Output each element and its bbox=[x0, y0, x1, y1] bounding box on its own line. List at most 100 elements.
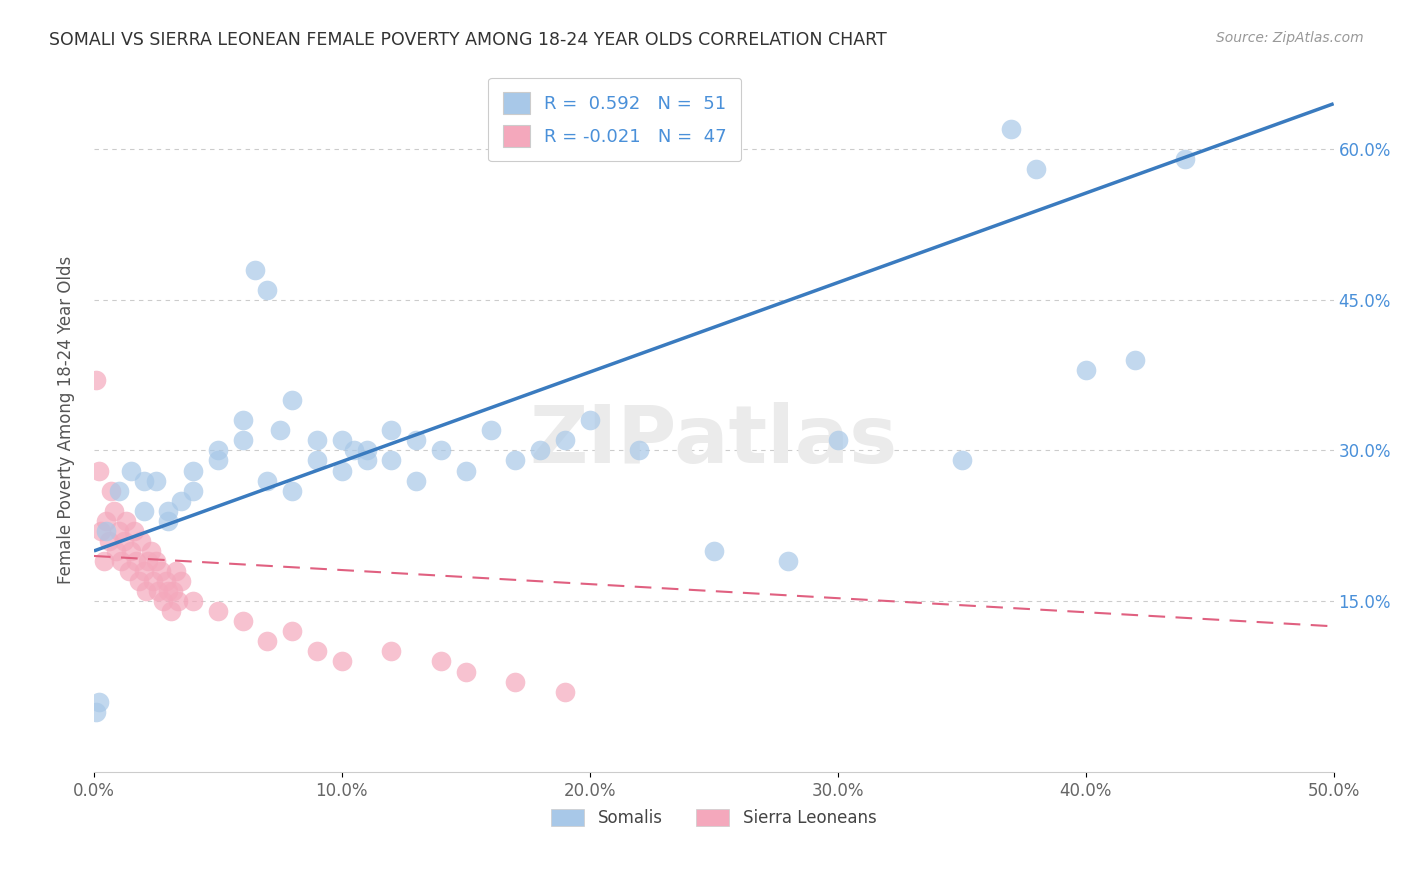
Point bbox=[112, 533, 135, 548]
Point bbox=[115, 514, 138, 528]
Point bbox=[165, 564, 187, 578]
Point bbox=[157, 514, 180, 528]
Point bbox=[97, 533, 120, 548]
Point bbox=[181, 483, 204, 498]
Point bbox=[142, 574, 165, 588]
Point bbox=[827, 434, 849, 448]
Point bbox=[454, 665, 477, 679]
Point bbox=[232, 413, 254, 427]
Point bbox=[132, 564, 155, 578]
Point bbox=[256, 634, 278, 648]
Point bbox=[1000, 121, 1022, 136]
Point bbox=[120, 544, 142, 558]
Point bbox=[107, 483, 129, 498]
Point bbox=[96, 514, 118, 528]
Point bbox=[405, 434, 427, 448]
Point bbox=[149, 564, 172, 578]
Point bbox=[479, 423, 502, 437]
Point bbox=[90, 524, 112, 538]
Text: ZIPatlas: ZIPatlas bbox=[530, 402, 898, 481]
Point bbox=[117, 564, 139, 578]
Point bbox=[181, 594, 204, 608]
Point bbox=[356, 453, 378, 467]
Point bbox=[207, 453, 229, 467]
Point bbox=[1074, 363, 1097, 377]
Point bbox=[529, 443, 551, 458]
Point bbox=[505, 674, 527, 689]
Point bbox=[380, 453, 402, 467]
Point bbox=[125, 554, 148, 568]
Point bbox=[105, 544, 128, 558]
Point bbox=[132, 474, 155, 488]
Point bbox=[170, 493, 193, 508]
Point bbox=[103, 504, 125, 518]
Point bbox=[380, 423, 402, 437]
Text: Source: ZipAtlas.com: Source: ZipAtlas.com bbox=[1216, 31, 1364, 45]
Point bbox=[155, 574, 177, 588]
Point bbox=[778, 554, 800, 568]
Point bbox=[181, 464, 204, 478]
Point bbox=[120, 464, 142, 478]
Point bbox=[281, 483, 304, 498]
Point bbox=[122, 524, 145, 538]
Point bbox=[145, 554, 167, 568]
Point bbox=[430, 655, 453, 669]
Point bbox=[578, 413, 600, 427]
Point bbox=[505, 453, 527, 467]
Point bbox=[110, 554, 132, 568]
Point bbox=[405, 474, 427, 488]
Point bbox=[554, 684, 576, 698]
Point bbox=[281, 624, 304, 639]
Point bbox=[162, 584, 184, 599]
Point bbox=[380, 644, 402, 658]
Point bbox=[454, 464, 477, 478]
Legend: Somalis, Sierra Leoneans: Somalis, Sierra Leoneans bbox=[544, 803, 883, 834]
Text: SOMALI VS SIERRA LEONEAN FEMALE POVERTY AMONG 18-24 YEAR OLDS CORRELATION CHART: SOMALI VS SIERRA LEONEAN FEMALE POVERTY … bbox=[49, 31, 887, 49]
Point bbox=[100, 483, 122, 498]
Point bbox=[356, 443, 378, 458]
Point bbox=[1123, 353, 1146, 368]
Point bbox=[1025, 161, 1047, 176]
Point bbox=[307, 453, 329, 467]
Point bbox=[256, 283, 278, 297]
Point bbox=[107, 524, 129, 538]
Point bbox=[628, 443, 651, 458]
Point bbox=[93, 554, 115, 568]
Point bbox=[207, 443, 229, 458]
Point bbox=[243, 262, 266, 277]
Point bbox=[307, 434, 329, 448]
Point bbox=[129, 533, 152, 548]
Point bbox=[330, 655, 353, 669]
Point bbox=[207, 604, 229, 618]
Point bbox=[281, 393, 304, 408]
Point bbox=[170, 574, 193, 588]
Point bbox=[330, 434, 353, 448]
Y-axis label: Female Poverty Among 18-24 Year Olds: Female Poverty Among 18-24 Year Olds bbox=[58, 256, 75, 584]
Point bbox=[132, 504, 155, 518]
Point bbox=[167, 594, 190, 608]
Point bbox=[159, 604, 181, 618]
Point bbox=[1174, 152, 1197, 166]
Point bbox=[950, 453, 973, 467]
Point bbox=[256, 474, 278, 488]
Point bbox=[139, 544, 162, 558]
Point bbox=[86, 705, 108, 719]
Point bbox=[269, 423, 291, 437]
Point bbox=[157, 584, 180, 599]
Point bbox=[148, 584, 170, 599]
Point bbox=[128, 574, 150, 588]
Point bbox=[145, 474, 167, 488]
Point bbox=[152, 594, 174, 608]
Point bbox=[307, 644, 329, 658]
Point bbox=[96, 524, 118, 538]
Point bbox=[87, 464, 110, 478]
Point bbox=[86, 373, 108, 387]
Point bbox=[343, 443, 366, 458]
Point bbox=[232, 615, 254, 629]
Point bbox=[554, 434, 576, 448]
Point bbox=[157, 504, 180, 518]
Point bbox=[703, 544, 725, 558]
Point bbox=[87, 695, 110, 709]
Point bbox=[135, 584, 157, 599]
Point bbox=[430, 443, 453, 458]
